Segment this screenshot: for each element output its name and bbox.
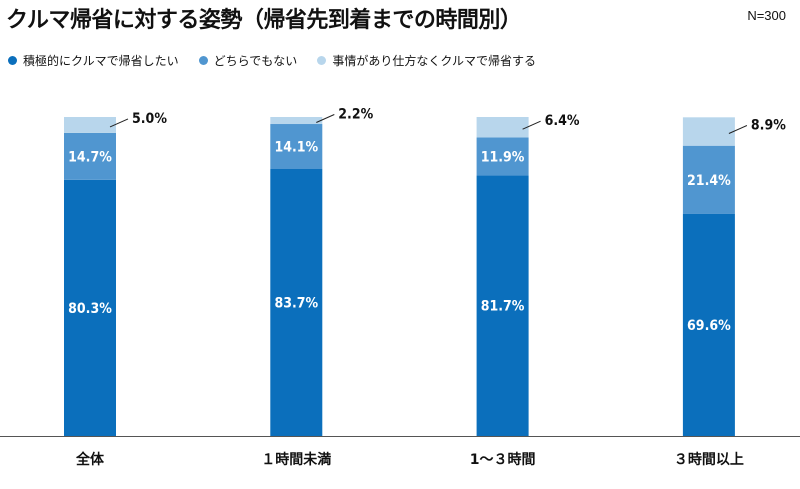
bar-segment bbox=[476, 175, 529, 436]
bar-segment bbox=[682, 213, 735, 436]
bar-segment bbox=[270, 124, 323, 169]
legend-item-neutral: どちらでもない bbox=[198, 52, 298, 69]
data-label: 6.4% bbox=[545, 113, 580, 129]
bar-segment bbox=[64, 179, 116, 436]
legend-label-positive: 積極的にクルマで帰省したい bbox=[23, 54, 179, 68]
data-label: 14.7% bbox=[68, 149, 112, 165]
data-label: 5.0% bbox=[132, 111, 167, 127]
bar-segment bbox=[64, 117, 116, 133]
bar-segment bbox=[682, 145, 735, 214]
data-label: 21.4% bbox=[687, 173, 731, 189]
chart-title: クルマ帰省に対する姿勢（帰省先到着までの時間別） bbox=[6, 8, 522, 33]
legend-swatch-reluctant bbox=[317, 56, 327, 65]
data-label: 2.2% bbox=[338, 107, 373, 123]
leader-line bbox=[316, 114, 335, 123]
leader-line bbox=[728, 125, 748, 134]
legend-swatch-neutral bbox=[198, 56, 208, 65]
legend-label-reluctant: 事情があり仕方なくクルマで帰省する bbox=[332, 54, 536, 68]
data-label: 14.1% bbox=[274, 140, 318, 156]
data-label: 69.6% bbox=[687, 318, 731, 334]
bar-segment bbox=[270, 168, 323, 436]
leader-line bbox=[109, 118, 129, 128]
legend-item-positive: 積極的にクルマで帰省したい bbox=[8, 52, 179, 69]
bar-segment bbox=[270, 117, 323, 125]
data-label: 8.9% bbox=[751, 118, 786, 134]
data-label: 11.9% bbox=[481, 149, 525, 165]
data-label: 83.7% bbox=[274, 295, 318, 311]
category-tick-label: １時間未満 bbox=[261, 451, 331, 468]
category-tick-label: ３時間以上 bbox=[674, 451, 744, 468]
sample-size-note: N=300 bbox=[747, 8, 786, 23]
category-tick-label: 1～３時間 bbox=[470, 451, 536, 468]
leader-line bbox=[522, 120, 541, 130]
category-tick-label: 全体 bbox=[75, 451, 105, 468]
data-label: 80.3% bbox=[68, 301, 112, 317]
legend-item-reluctant: 事情があり仕方なくクルマで帰省する bbox=[317, 52, 536, 69]
bar-segment bbox=[476, 117, 529, 138]
legend-swatch-positive bbox=[8, 56, 17, 65]
legend: 積極的にクルマで帰省したい どちらでもない 事情があり仕方なくクルマで帰省する bbox=[8, 52, 536, 69]
data-label: 81.7% bbox=[481, 299, 525, 315]
legend-label-neutral: どちらでもない bbox=[213, 54, 298, 68]
bar-segment bbox=[64, 132, 116, 180]
bar-segment bbox=[682, 117, 735, 146]
bar-segment bbox=[476, 137, 529, 176]
